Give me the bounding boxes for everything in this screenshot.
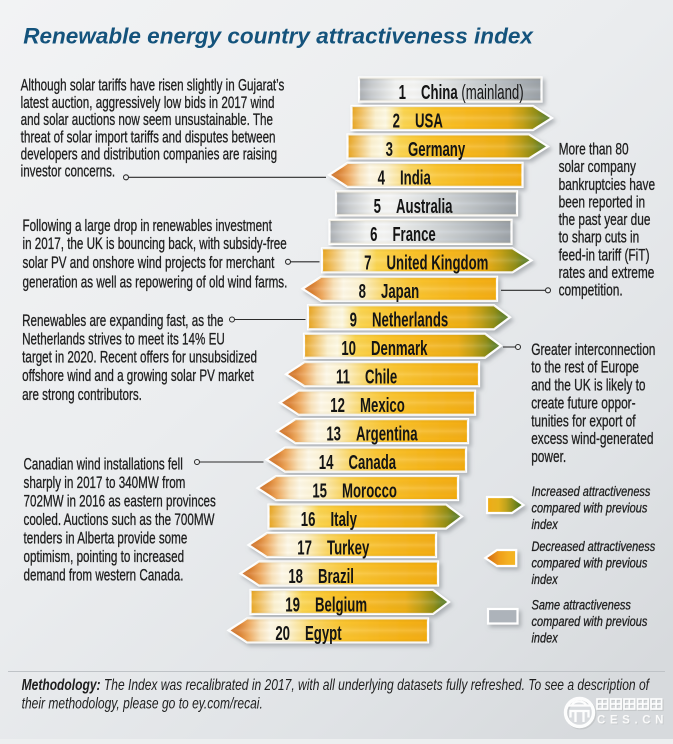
svg-text:are strong contributors.: are strong contributors. (22, 386, 142, 405)
svg-text:generation as well as repoweri: generation as well as repowering of old … (23, 274, 288, 293)
svg-text:USA: USA (415, 110, 443, 132)
svg-text:solar company: solar company (559, 158, 637, 177)
svg-text:the past year due: the past year due (559, 211, 651, 230)
svg-text:10: 10 (341, 337, 356, 359)
svg-text:Decreased attractiveness: Decreased attractiveness (532, 539, 656, 554)
svg-text:14: 14 (319, 451, 334, 473)
svg-text:Chile: Chile (365, 366, 397, 388)
svg-text:feed-in tariff (FiT): feed-in tariff (FiT) (559, 246, 650, 265)
svg-text:Same attractiveness: Same attractiveness (532, 597, 631, 612)
svg-text:tenders in Alberta provide som: tenders in Alberta provide some (24, 530, 188, 549)
svg-text:sharply in 2017 to 340MW from: sharply in 2017 to 340MW from (24, 474, 186, 493)
svg-text:in 2017, the UK is bouncing ba: in 2017, the UK is bouncing back, with s… (23, 235, 287, 254)
svg-text:Belgium: Belgium (315, 594, 367, 616)
svg-text:Morocco: Morocco (342, 480, 397, 502)
svg-text:and solar auctions now seem un: and solar auctions now seem unsustainabl… (21, 111, 273, 130)
svg-text:2: 2 (393, 110, 400, 132)
svg-text:index: index (532, 630, 559, 645)
svg-text:been reported in: been reported in (559, 194, 646, 213)
svg-text:Japan: Japan (381, 280, 419, 302)
svg-text:11: 11 (336, 366, 350, 388)
svg-text:Argentina: Argentina (356, 423, 418, 445)
svg-text:3: 3 (386, 138, 393, 160)
svg-text:Although solar tariffs have ri: Although solar tariffs have risen slight… (21, 77, 285, 96)
svg-text:index: index (532, 517, 559, 532)
svg-text:optimism, pointing to increase: optimism, pointing to increased (24, 548, 185, 567)
svg-text:20: 20 (275, 622, 290, 644)
svg-text:1: 1 (399, 81, 406, 103)
svg-text:Increased attractiveness: Increased attractiveness (532, 484, 651, 499)
svg-text:Renewable energy country attra: Renewable energy country attractiveness … (23, 24, 534, 49)
svg-text:their methodology, please go t: their methodology, please go to ey.com/r… (22, 695, 263, 713)
svg-text:threat of solar import tariffs: threat of solar import tariffs and dispu… (21, 128, 276, 147)
svg-text:9: 9 (350, 309, 357, 331)
svg-text:compared with previous: compared with previous (532, 614, 648, 629)
svg-text:index: index (532, 572, 559, 587)
svg-text:target in 2020. Recent offers: target in 2020. Recent offers for unsubs… (22, 349, 257, 368)
svg-text:China (mainland): China (mainland) (421, 81, 524, 103)
svg-text:12: 12 (330, 394, 345, 416)
svg-text:702MW in 2016 as eastern provi: 702MW in 2016 as eastern provinces (24, 492, 216, 511)
svg-text:power.: power. (531, 448, 566, 467)
svg-text:solar PV and onshore wind proj: solar PV and onshore wind projects for m… (23, 254, 275, 273)
svg-text:Canada: Canada (348, 451, 396, 473)
svg-text:demand from western Canada.: demand from western Canada. (24, 567, 184, 586)
svg-text:Renewables are expanding fast,: Renewables are expanding fast, as the (22, 312, 223, 331)
svg-text:offshore wind and a growing so: offshore wind and a growing solar PV mar… (22, 367, 254, 386)
svg-text:Greater interconnection: Greater interconnection (531, 341, 655, 360)
svg-text:15: 15 (312, 480, 327, 502)
svg-text:Turkey: Turkey (327, 537, 370, 559)
svg-text:compared with previous: compared with previous (532, 501, 648, 516)
svg-text:cooled. Auctions such as the 7: cooled. Auctions such as the 700MW (24, 511, 215, 530)
svg-text:19: 19 (285, 594, 300, 616)
svg-text:compared with previous: compared with previous (532, 555, 648, 570)
svg-text:excess wind-generated: excess wind-generated (531, 430, 653, 449)
svg-text:and the UK is likely to: and the UK is likely to (531, 377, 645, 396)
svg-text:to sharp cuts in: to sharp cuts in (559, 229, 640, 248)
svg-text:More than 80: More than 80 (559, 141, 629, 160)
svg-text:rates and extreme: rates and extreme (559, 264, 655, 283)
svg-text:competition.: competition. (559, 282, 623, 301)
svg-text:Egypt: Egypt (305, 622, 342, 644)
svg-text:India: India (400, 167, 431, 189)
svg-text:investor concerns.: investor concerns. (21, 163, 116, 182)
svg-text:Canadian wind installations fe: Canadian wind installations fell (24, 455, 183, 474)
svg-text:Following a large drop in rene: Following a large drop in renewables inv… (23, 217, 272, 236)
svg-text:CES.CN: CES.CN (597, 715, 668, 727)
svg-text:latest auction, aggressively l: latest auction, aggressively low bids in… (21, 94, 275, 113)
svg-text:Netherlands strives to meet it: Netherlands strives to meet its 14% EU (22, 330, 225, 349)
svg-text:Brazil: Brazil (318, 565, 354, 587)
svg-text:5: 5 (374, 195, 381, 217)
svg-text:Germany: Germany (408, 138, 466, 160)
svg-text:developers and distribution co: developers and distribution companies ar… (21, 146, 277, 165)
svg-text:Italy: Italy (331, 508, 358, 530)
svg-text:tunities for export of: tunities for export of (531, 412, 636, 431)
svg-text:6: 6 (370, 223, 377, 245)
svg-text:16: 16 (301, 508, 316, 530)
svg-text:Methodology: The Index was rec: Methodology: The Index was recalibrated … (22, 676, 651, 694)
svg-text:8: 8 (359, 280, 366, 302)
svg-text:United Kingdom: United Kingdom (386, 252, 488, 274)
svg-text:Denmark: Denmark (371, 337, 428, 359)
svg-text:bankruptcies have: bankruptcies have (559, 176, 655, 195)
svg-text:4: 4 (378, 167, 386, 189)
svg-text:13: 13 (326, 423, 341, 445)
svg-text:18: 18 (288, 565, 303, 587)
svg-text:France: France (393, 223, 436, 245)
svg-text:create future oppor-: create future oppor- (531, 395, 635, 414)
svg-text:7: 7 (364, 252, 371, 274)
svg-text:CES.CN: CES.CN (598, 716, 669, 728)
svg-text:17: 17 (297, 537, 312, 559)
svg-text:Australia: Australia (396, 195, 453, 217)
svg-text:Netherlands: Netherlands (372, 309, 448, 331)
svg-text:to the rest of Europe: to the rest of Europe (531, 359, 639, 378)
svg-text:Mexico: Mexico (360, 394, 405, 416)
